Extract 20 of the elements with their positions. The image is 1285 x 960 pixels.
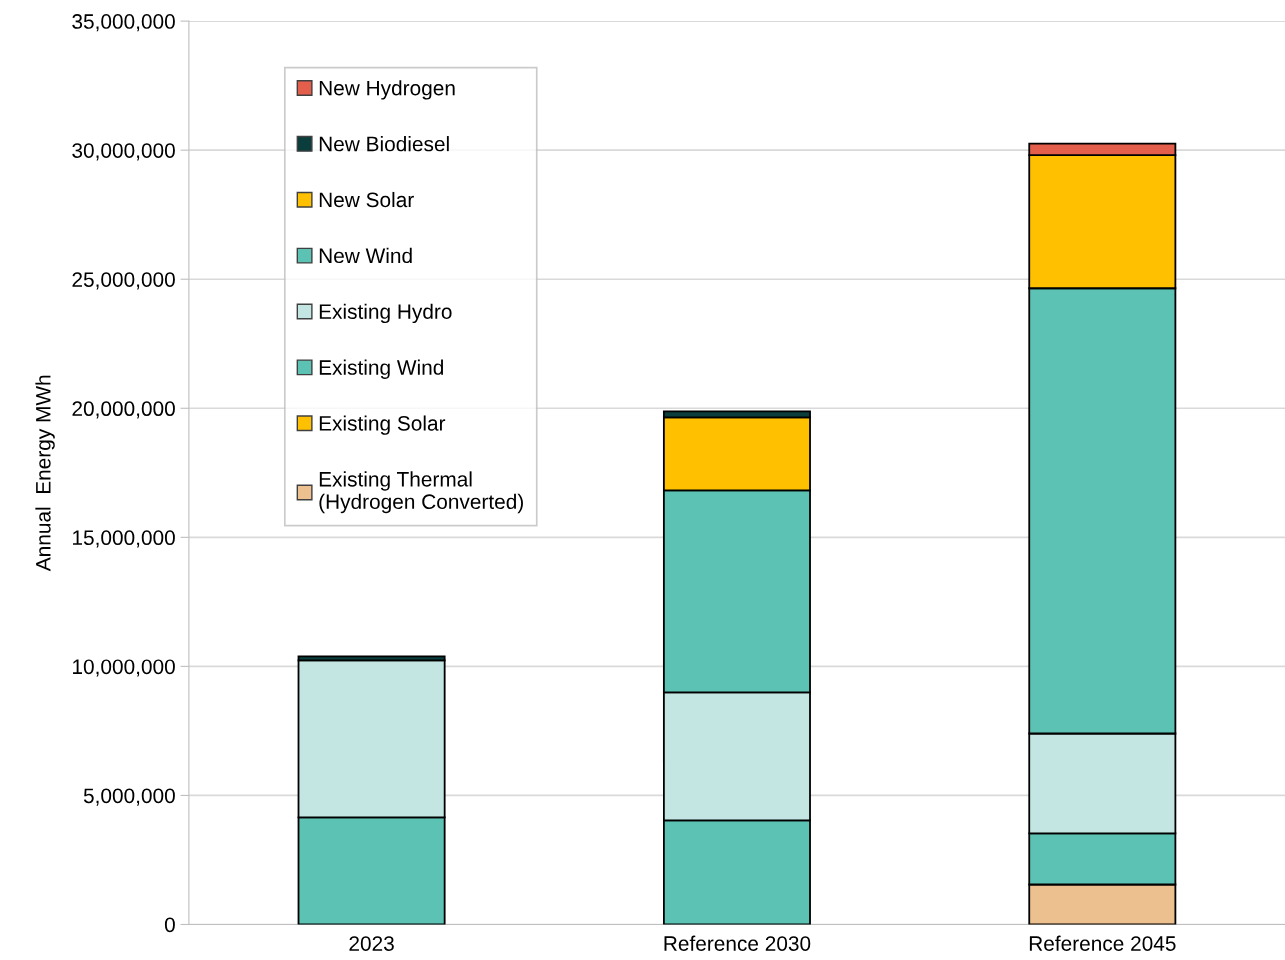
legend-label: New Wind <box>319 247 412 264</box>
y-axis-title: Annual Energy MWh <box>35 375 55 572</box>
legend-label: Existing Hydro <box>319 303 452 324</box>
legend-label: New Hydrogen <box>319 80 455 100</box>
x-tick-label: 2023 <box>349 936 394 951</box>
legend-label: Existing Thermal (Hydrogen Converted) <box>319 471 523 514</box>
y-tick-label: 5,000,000 <box>83 788 175 806</box>
legend-label: New Biodiesel <box>319 136 449 152</box>
legend-label: Existing Wind <box>319 359 443 379</box>
legend-label: New Solar <box>319 191 414 208</box>
y-tick-label: 0 <box>164 917 175 933</box>
y-tick-label: 10,000,000 <box>73 659 175 677</box>
x-tick-label: Reference 2030 <box>664 935 811 951</box>
y-tick-label: 25,000,000 <box>72 272 175 290</box>
y-tick-label: 30,000,000 <box>72 143 175 161</box>
y-tick-label: 20,000,000 <box>72 401 175 419</box>
y-tick-label: 15,000,000 <box>73 530 175 548</box>
y-tick-label: 35,000,000 <box>72 14 175 32</box>
legend-label: Existing Solar <box>319 415 446 435</box>
x-tick-label: Reference 2045 <box>1029 935 1176 951</box>
